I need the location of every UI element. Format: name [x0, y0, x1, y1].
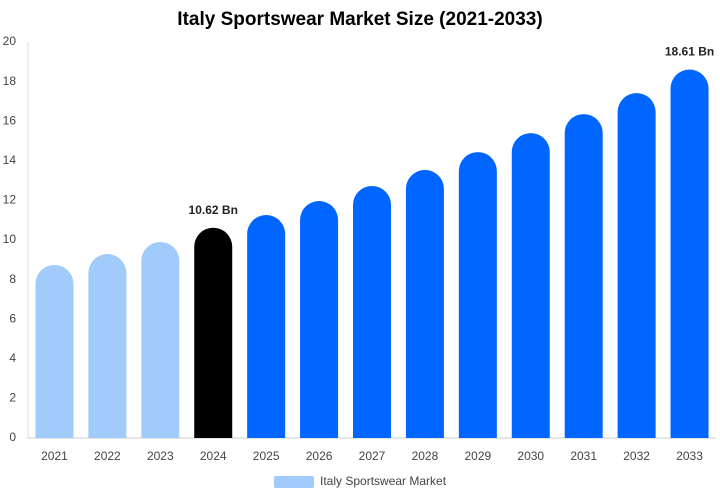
x-tick-label: 2033 — [676, 449, 703, 463]
y-tick-label: 18 — [3, 74, 17, 88]
x-tick-label: 2030 — [517, 449, 544, 463]
y-tick-label: 0 — [9, 430, 16, 444]
bar — [300, 200, 339, 438]
bar — [141, 241, 180, 438]
bar — [564, 114, 603, 438]
y-tick-label: 12 — [3, 193, 17, 207]
legend-swatch — [274, 476, 314, 488]
bar — [458, 152, 497, 438]
y-tick-label: 8 — [9, 272, 16, 286]
y-tick-label: 16 — [3, 113, 17, 127]
bar — [35, 264, 74, 438]
bar — [247, 215, 286, 438]
legend-label: Italy Sportswear Market — [320, 474, 447, 488]
x-tick-label: 2022 — [94, 449, 121, 463]
value-label: 10.62 Bn — [189, 203, 238, 217]
value-label: 18.61 Bn — [665, 45, 714, 59]
y-tick-label: 6 — [9, 311, 16, 325]
x-tick-label: 2023 — [147, 449, 174, 463]
y-tick-label: 20 — [3, 34, 17, 48]
y-tick-label: 10 — [3, 232, 17, 246]
bar — [88, 254, 127, 438]
x-tick-label: 2024 — [200, 449, 227, 463]
x-tick-label: 2021 — [41, 449, 68, 463]
bar — [617, 93, 656, 439]
x-tick-label: 2027 — [359, 449, 386, 463]
x-tick-label: 2031 — [570, 449, 597, 463]
x-tick-label: 2025 — [253, 449, 280, 463]
x-tick-label: 2032 — [623, 449, 650, 463]
x-tick-label: 2026 — [306, 449, 333, 463]
bar — [405, 169, 444, 438]
bar — [511, 133, 550, 438]
bar — [194, 227, 233, 438]
y-tick-label: 2 — [9, 391, 16, 405]
chart-title: Italy Sportswear Market Size (2021-2033) — [177, 9, 542, 30]
bar — [353, 185, 391, 438]
y-tick-label: 14 — [3, 153, 17, 167]
x-tick-label: 2028 — [412, 449, 439, 463]
bar — [670, 69, 709, 438]
y-tick-label: 4 — [9, 351, 16, 365]
x-tick-label: 2029 — [464, 449, 491, 463]
